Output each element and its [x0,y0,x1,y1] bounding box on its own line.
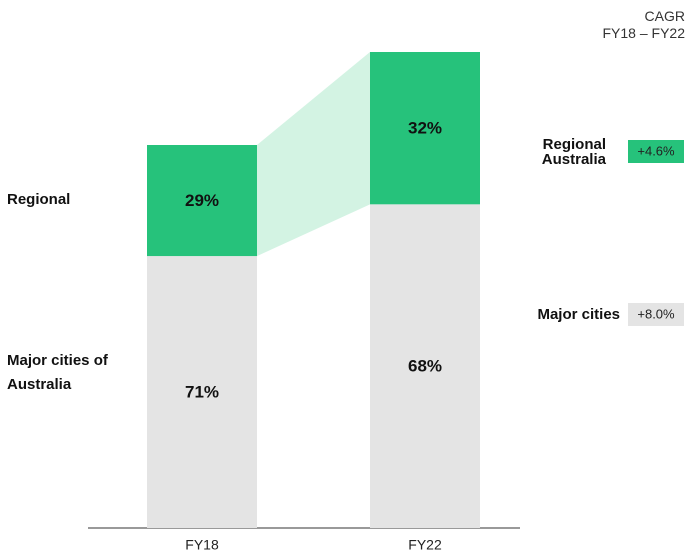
value-label: 29% [185,191,219,210]
value-label: 32% [408,119,442,138]
cagr-value: +8.0% [637,306,675,321]
cagr-label: Regional Australia [541,136,606,168]
bar-segment [370,204,480,528]
cagr-period: FY18 – FY22 [602,25,686,41]
connector [257,52,370,257]
bar-segment [147,256,257,528]
cagr-label: Major cities [537,306,620,323]
value-label: 68% [408,357,442,376]
series-label: Major cities of Australia [7,352,108,393]
series-label: Regional [7,191,71,208]
x-tick-label: FY18 [185,537,219,553]
cagr-badge [628,140,684,163]
x-tick-label: FY22 [408,537,442,553]
value-label: 71% [185,383,219,402]
cagr-badge [628,303,684,326]
cagr-value: +4.6% [637,143,675,158]
cagr-title: CAGR [644,8,685,24]
bar-segment [147,145,257,257]
bar-segment [370,52,480,205]
